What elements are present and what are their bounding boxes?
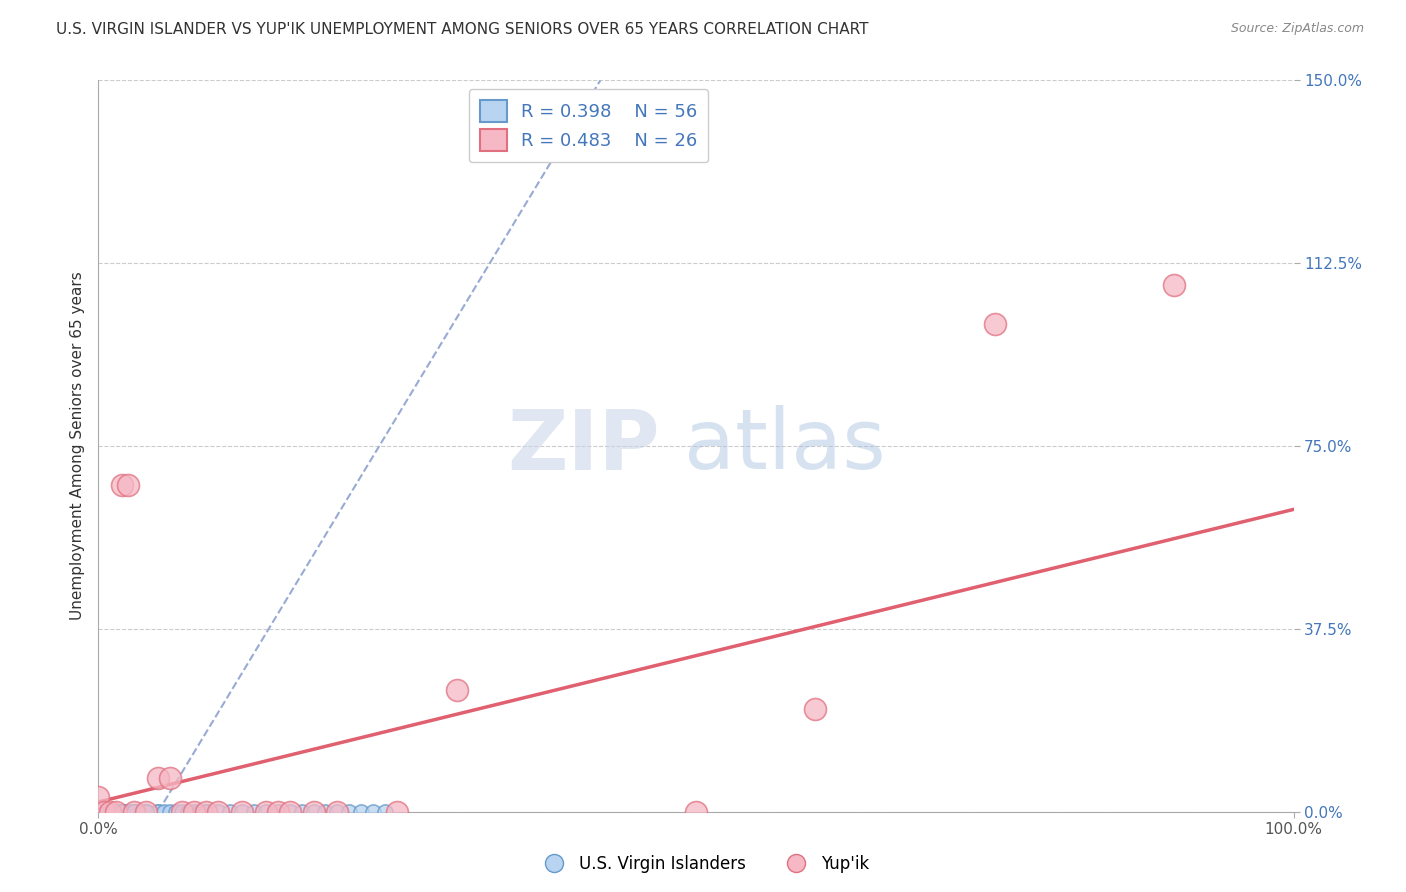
Point [111,805,134,819]
Point [243,805,266,819]
Point [98,805,122,819]
Point [153,805,176,819]
Point [105,805,128,819]
Point [93,805,115,819]
Point [98,805,122,819]
Point [93,805,115,819]
Point [87,805,110,819]
Point [207,805,229,819]
Point [188,805,211,819]
Point [291,805,314,819]
Point [231,805,253,819]
Point [685,805,707,819]
Point [363,805,385,819]
Point [984,317,1007,331]
Point [111,478,134,492]
Text: ZIP: ZIP [508,406,661,486]
Point [172,805,194,819]
Point [87,790,110,805]
Point [1163,278,1185,293]
Point [315,805,337,819]
Point [87,805,110,819]
Point [219,805,242,819]
Point [124,805,146,819]
Text: Source: ZipAtlas.com: Source: ZipAtlas.com [1230,22,1364,36]
Point [105,805,128,819]
Point [148,771,170,785]
Point [117,805,139,819]
Point [148,805,170,819]
Point [117,478,139,492]
Point [267,805,290,819]
Point [326,805,349,819]
Point [339,805,361,819]
Point [278,805,301,819]
Point [302,805,325,819]
Point [302,805,325,819]
Point [804,702,827,716]
Point [98,805,122,819]
Point [148,805,170,819]
Point [159,805,181,819]
Point [98,805,122,819]
Point [98,805,122,819]
Point [165,805,187,819]
Point [111,805,134,819]
Point [172,805,194,819]
Point [117,805,139,819]
Point [105,805,128,819]
Point [207,805,229,819]
Text: atlas: atlas [685,406,886,486]
Point [326,805,349,819]
Point [129,805,152,819]
Point [446,682,468,697]
Point [183,805,205,819]
Point [278,805,301,819]
Point [231,805,253,819]
Point [135,805,157,819]
Point [98,805,122,819]
Point [93,805,115,819]
Point [254,805,277,819]
Point [374,805,396,819]
Point [111,805,134,819]
Point [87,805,110,819]
Point [87,805,110,819]
Point [98,805,122,819]
Point [385,805,409,819]
Point [124,805,146,819]
Point [87,805,110,819]
Y-axis label: Unemployment Among Seniors over 65 years: Unemployment Among Seniors over 65 years [69,272,84,620]
Point [350,805,373,819]
Point [267,805,290,819]
Point [93,805,115,819]
Point [195,805,218,819]
Point [195,805,218,819]
Point [159,771,181,785]
Point [124,805,146,819]
Point [195,805,218,819]
Point [183,805,205,819]
Legend: R = 0.398    N = 56, R = 0.483    N = 26: R = 0.398 N = 56, R = 0.483 N = 26 [468,89,709,162]
Point [93,805,115,819]
Point [111,805,134,819]
Point [135,805,157,819]
Point [124,805,146,819]
Point [135,805,157,819]
Point [177,805,200,819]
Point [254,805,277,819]
Text: U.S. VIRGIN ISLANDER VS YUP'IK UNEMPLOYMENT AMONG SENIORS OVER 65 YEARS CORRELAT: U.S. VIRGIN ISLANDER VS YUP'IK UNEMPLOYM… [56,22,869,37]
Legend: U.S. Virgin Islanders, Yup'ik: U.S. Virgin Islanders, Yup'ik [530,848,876,880]
Point [135,805,157,819]
